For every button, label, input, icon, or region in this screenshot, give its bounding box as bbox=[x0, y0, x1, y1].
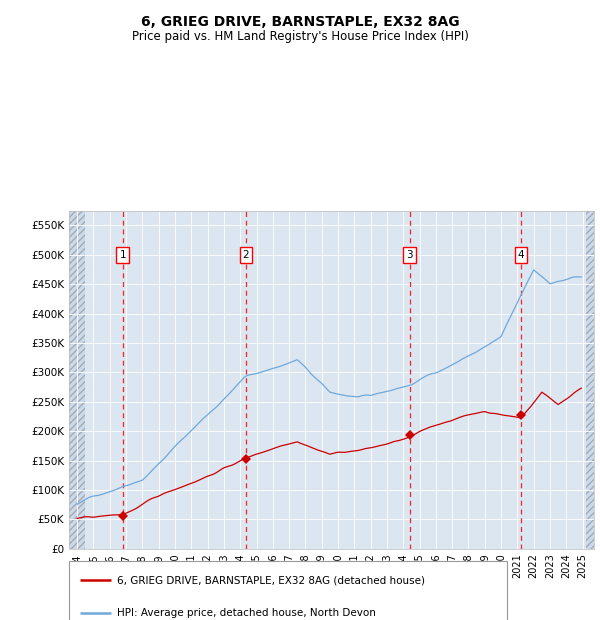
Text: 3: 3 bbox=[406, 250, 413, 260]
Text: 6, GRIEG DRIVE, BARNSTAPLE, EX32 8AG (detached house): 6, GRIEG DRIVE, BARNSTAPLE, EX32 8AG (de… bbox=[117, 575, 425, 585]
Text: HPI: Average price, detached house, North Devon: HPI: Average price, detached house, Nort… bbox=[117, 608, 376, 618]
Text: 6, GRIEG DRIVE, BARNSTAPLE, EX32 8AG: 6, GRIEG DRIVE, BARNSTAPLE, EX32 8AG bbox=[140, 16, 460, 30]
Bar bbox=[69, 211, 85, 549]
Text: Price paid vs. HM Land Registry's House Price Index (HPI): Price paid vs. HM Land Registry's House … bbox=[131, 30, 469, 43]
FancyBboxPatch shape bbox=[69, 561, 507, 620]
Text: 1: 1 bbox=[119, 250, 126, 260]
Bar bbox=[586, 211, 594, 549]
Text: 4: 4 bbox=[518, 250, 524, 260]
Text: 2: 2 bbox=[242, 250, 249, 260]
